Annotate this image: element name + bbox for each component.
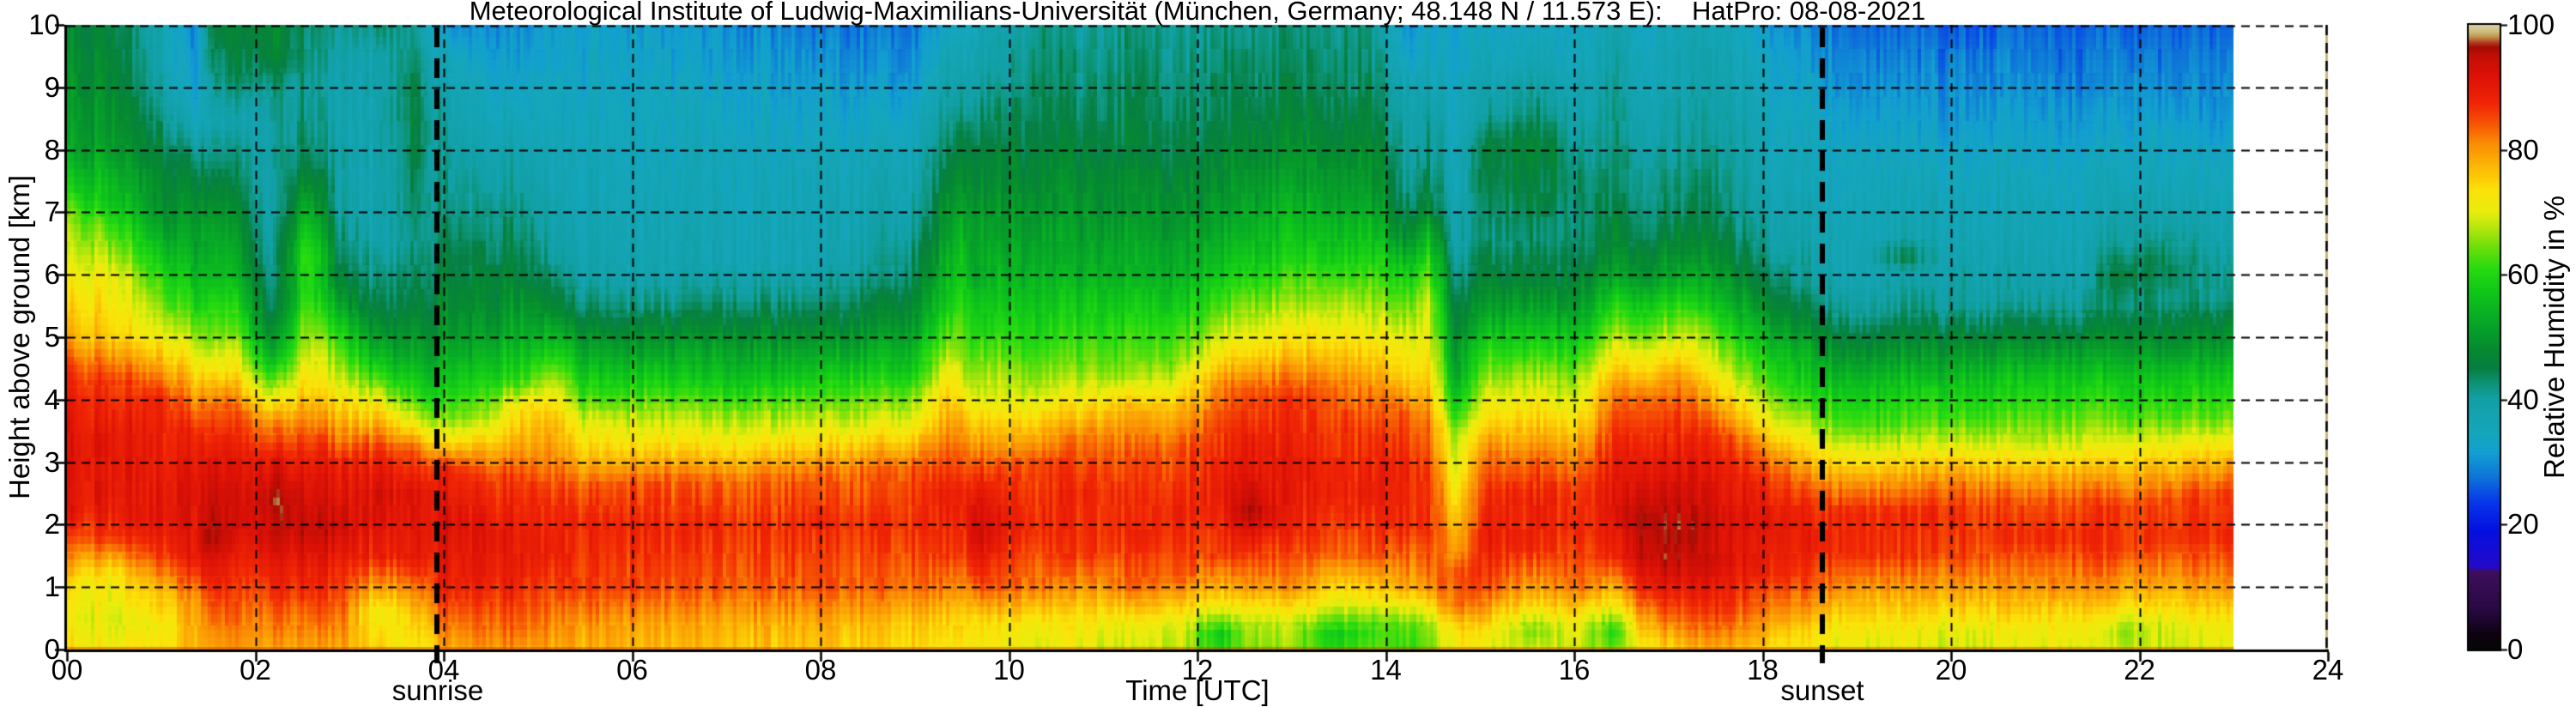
- y-tick-label: 10: [28, 9, 60, 40]
- x-axis-label: Time [UTC]: [1125, 674, 1270, 706]
- y-tick-label: 3: [44, 445, 60, 478]
- x-tick-label: 18: [1747, 654, 1779, 686]
- colorbar-tick-label: 80: [2507, 133, 2539, 166]
- y-tick-label: 6: [44, 258, 60, 291]
- x-tick-label: 10: [993, 654, 1025, 686]
- y-tick-label: 1: [44, 571, 60, 603]
- y-tick-label: 0: [44, 633, 60, 665]
- colorbar-tick-label: 100: [2507, 9, 2555, 40]
- y-tick-label: 7: [44, 196, 60, 228]
- y-tick-label: 2: [44, 508, 60, 541]
- x-tick-label: 24: [2312, 654, 2344, 686]
- colorbar-tick-label: 20: [2507, 508, 2539, 541]
- x-tick-label: 22: [2124, 654, 2155, 686]
- x-tick-label: 00: [51, 654, 83, 686]
- x-tick-label: 02: [239, 654, 271, 686]
- y-tick-label: 9: [44, 70, 60, 103]
- colorbar-tick-label: 0: [2507, 633, 2524, 665]
- x-tick-label: 14: [1370, 654, 1402, 686]
- sunset-label: sunset: [1780, 674, 1864, 706]
- x-tick-label: 04: [427, 654, 460, 686]
- sunrise-label: sunrise: [391, 674, 484, 706]
- x-tick-label: 16: [1558, 654, 1591, 686]
- x-tick-label: 06: [616, 654, 648, 686]
- colorbar-tick-label: 40: [2507, 383, 2539, 415]
- page-title: Meteorological Institute of Ludwig-Maxim…: [469, 0, 1926, 26]
- colorbar-label: Relative Humidity in %: [2538, 195, 2570, 480]
- y-tick-label: 8: [44, 133, 60, 166]
- x-tick-label: 08: [804, 654, 837, 686]
- x-tick-label: 20: [1935, 654, 1967, 686]
- y-tick-label: 4: [44, 383, 60, 415]
- x-tick-label: 12: [1181, 654, 1214, 686]
- y-tick-label: 5: [44, 321, 60, 353]
- colorbar-tick-label: 60: [2507, 258, 2539, 291]
